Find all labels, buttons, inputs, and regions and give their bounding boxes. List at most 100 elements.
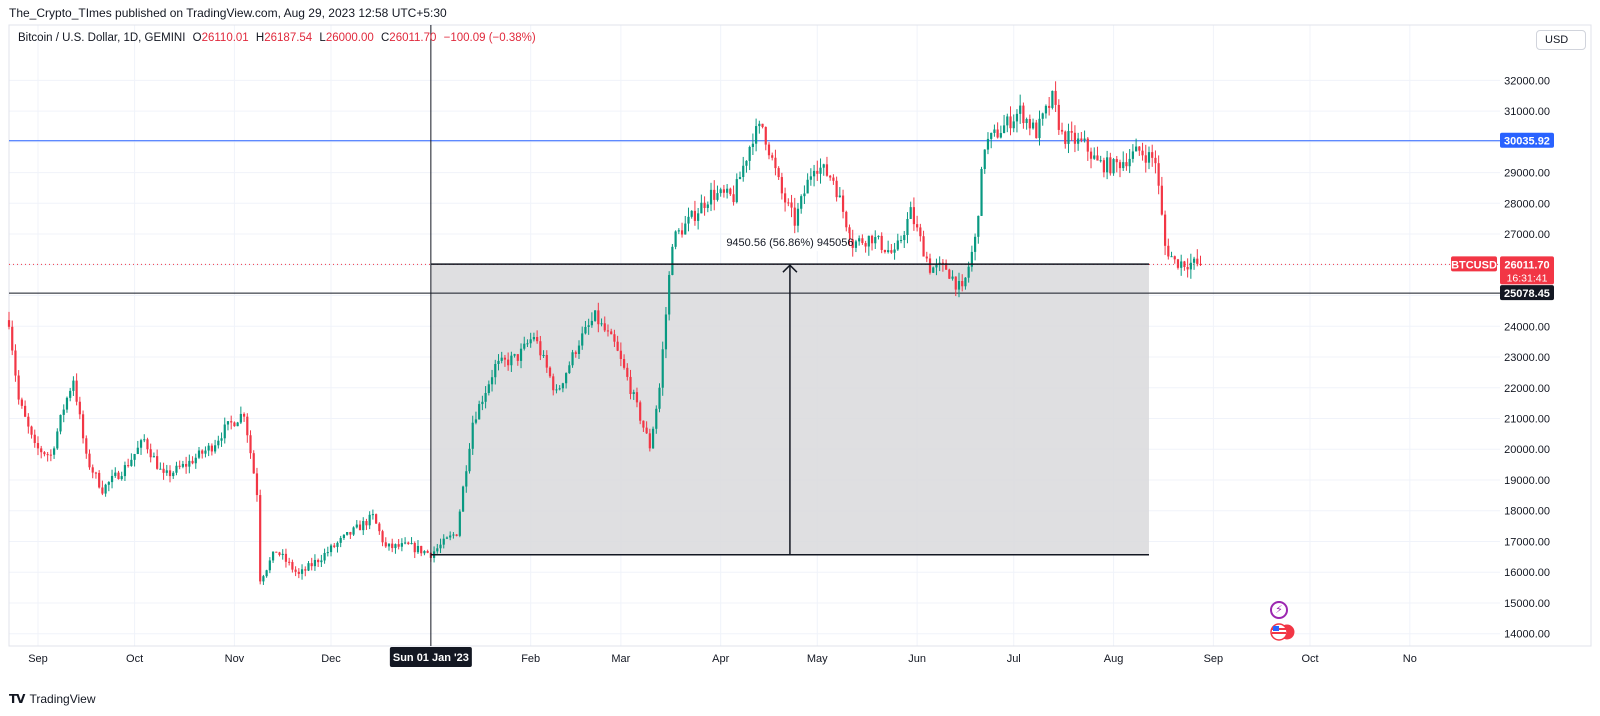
candle-body bbox=[783, 193, 787, 203]
candle-body bbox=[532, 337, 536, 340]
candle-body bbox=[954, 276, 957, 290]
candle-body bbox=[957, 281, 961, 290]
candle-body bbox=[368, 514, 371, 526]
candle-body bbox=[349, 532, 352, 535]
open-key: O bbox=[192, 32, 202, 44]
candle-body bbox=[346, 532, 349, 535]
candle-body bbox=[468, 448, 471, 472]
us-flag-events-icon[interactable] bbox=[1269, 623, 1297, 641]
candle-body bbox=[1118, 162, 1122, 169]
candle-body bbox=[159, 468, 162, 470]
candle-body bbox=[114, 472, 117, 476]
price-tick-label: 23000.00 bbox=[1504, 352, 1550, 364]
candle-body bbox=[619, 350, 622, 360]
time-tick-label: Jun bbox=[908, 653, 926, 665]
candle-body bbox=[590, 320, 593, 326]
close-value: 26011.70 bbox=[389, 32, 437, 44]
candle-body bbox=[410, 543, 413, 545]
candle-body bbox=[294, 569, 297, 572]
candle-body bbox=[1048, 105, 1051, 108]
currency-button[interactable]: USD bbox=[1536, 30, 1586, 50]
candle-body bbox=[1012, 121, 1015, 129]
candle-body bbox=[371, 514, 374, 516]
candle-body bbox=[903, 235, 906, 241]
candle-body bbox=[149, 449, 152, 458]
candle-body bbox=[561, 383, 564, 389]
candle-body bbox=[1186, 266, 1189, 270]
candle-body bbox=[854, 241, 858, 248]
candle-body bbox=[732, 194, 735, 203]
candle-body bbox=[181, 463, 184, 467]
candle-body bbox=[793, 207, 796, 226]
candle-body bbox=[1109, 157, 1112, 174]
symbol-name[interactable]: Bitcoin / U.S. Dollar, 1D, GEMINI bbox=[18, 32, 186, 44]
candle-body bbox=[69, 390, 72, 398]
candle-body bbox=[75, 380, 78, 402]
candle-body bbox=[961, 281, 964, 287]
candle-body bbox=[423, 551, 426, 554]
candle-body bbox=[1112, 159, 1115, 174]
candle-body bbox=[577, 345, 581, 354]
candle-body bbox=[523, 343, 526, 349]
candle-body bbox=[36, 443, 40, 449]
candle-body bbox=[642, 420, 645, 428]
candle-body bbox=[236, 422, 239, 427]
candle-body bbox=[465, 471, 468, 487]
candle-body bbox=[323, 552, 326, 561]
candle-body bbox=[874, 237, 877, 244]
candle-body bbox=[288, 561, 291, 563]
candle-body bbox=[391, 543, 394, 549]
candle-body bbox=[796, 208, 800, 226]
candle-body bbox=[342, 534, 346, 539]
candle-body bbox=[870, 235, 874, 244]
candle-body bbox=[1102, 160, 1106, 173]
price-tick-label: 31000.00 bbox=[1504, 106, 1550, 118]
candle-body bbox=[52, 448, 56, 455]
candle-body bbox=[539, 341, 542, 356]
candle-body bbox=[223, 424, 226, 439]
candle-body bbox=[49, 454, 52, 456]
lightning-icon[interactable]: ⚡ bbox=[1270, 601, 1288, 619]
candle-body bbox=[123, 465, 127, 477]
candle-body bbox=[1154, 157, 1157, 164]
candle-body bbox=[300, 569, 304, 574]
candle-body bbox=[780, 177, 783, 194]
candle-body bbox=[726, 188, 729, 193]
candle-body bbox=[542, 354, 545, 356]
candle-body bbox=[687, 216, 690, 224]
candle-body bbox=[1160, 185, 1163, 215]
candle-body bbox=[1122, 162, 1125, 169]
candle-body bbox=[403, 542, 407, 544]
candle-body bbox=[606, 330, 610, 332]
candle-body bbox=[1115, 159, 1118, 163]
candle-body bbox=[1125, 162, 1128, 167]
candle-body bbox=[519, 348, 523, 361]
candle-body bbox=[973, 236, 977, 252]
candle-body bbox=[1131, 151, 1134, 159]
candle-body bbox=[78, 401, 81, 415]
candle-body bbox=[671, 246, 674, 275]
candle-body bbox=[558, 388, 561, 390]
candle-body bbox=[803, 193, 806, 197]
candle-body bbox=[1057, 104, 1060, 130]
candle-body bbox=[835, 180, 838, 198]
tradingview-logo-icon[interactable]: 𝗧𝗩 bbox=[9, 692, 26, 706]
candle-body bbox=[964, 277, 967, 287]
candle-body bbox=[310, 563, 313, 567]
candle-body bbox=[445, 537, 449, 539]
candle-body bbox=[816, 170, 819, 174]
candle-body bbox=[761, 123, 764, 128]
time-tick-label: Dec bbox=[321, 653, 341, 665]
candle-body bbox=[172, 472, 175, 477]
footer-brand[interactable]: TradingView bbox=[29, 692, 96, 706]
candle-body bbox=[529, 339, 532, 344]
candle-body bbox=[635, 392, 639, 403]
candle-body bbox=[948, 269, 951, 279]
candle-body bbox=[722, 189, 726, 193]
candle-body bbox=[548, 367, 552, 377]
candle-body bbox=[249, 435, 252, 454]
candle-body bbox=[951, 276, 954, 279]
measure-arrow-head bbox=[782, 264, 798, 273]
candle-body bbox=[59, 414, 62, 432]
